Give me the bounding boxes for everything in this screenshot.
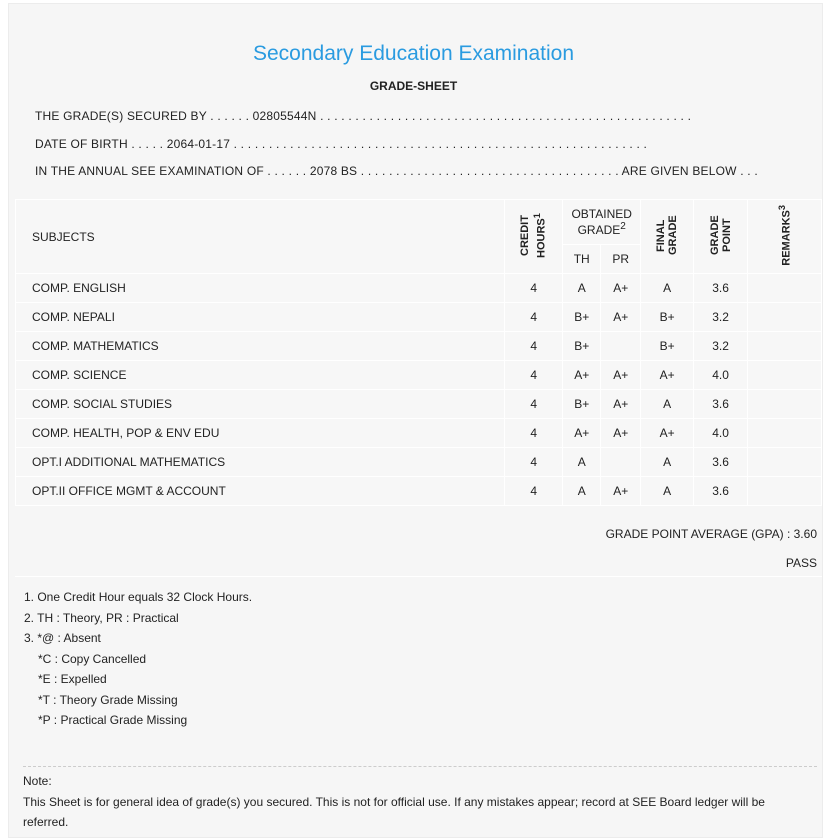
table-row: COMP. MATHEMATICS 4 B+ B+ 3.2 — [14, 331, 822, 361]
cell-pr: A+ — [600, 360, 642, 390]
cell-th: A+ — [562, 360, 602, 390]
gpa-value: GRADE POINT AVERAGE (GPA) : 3.60 — [605, 527, 817, 541]
cell-subject: OPT.II OFFICE MGMT & ACCOUNT — [14, 476, 506, 506]
footnotes: 1. One Credit Hour equals 32 Clock Hours… — [24, 587, 252, 731]
footnote: *E : Expelled — [38, 672, 107, 686]
cell-point: 3.2 — [693, 302, 749, 332]
cell-point: 3.6 — [693, 273, 749, 303]
cell-subject: COMP. HEALTH, POP & ENV EDU — [14, 418, 506, 448]
cell-credit: 4 — [504, 389, 564, 419]
cell-subject: COMP. SCIENCE — [14, 360, 506, 390]
page-title: Secondary Education Examination — [252, 42, 575, 65]
page-subtitle: GRADE-SHEET — [369, 79, 458, 93]
table-row: COMP. NEPALI 4 B+ A+ B+ 3.2 — [14, 302, 822, 332]
cell-credit: 4 — [504, 302, 564, 332]
footnote: *C : Copy Cancelled — [38, 651, 147, 666]
result-status: PASS — [785, 556, 817, 570]
cell-subject: COMP. SOCIAL STUDIES — [14, 389, 506, 419]
footnote: 3. *@ : Absent — [24, 631, 101, 645]
cell-remarks — [747, 360, 822, 390]
table-row: COMP. SOCIAL STUDIES 4 B+ A+ A 3.6 — [14, 389, 822, 419]
cell-pr: A+ — [600, 418, 642, 448]
cell-pr: A+ — [600, 302, 642, 332]
grades-table: SUBJECTS CREDIT HOURS1 OBTAINED GRADE2 F… — [14, 199, 822, 506]
cell-remarks — [747, 418, 822, 448]
exam-line: IN THE ANNUAL SEE EXAMINATION OF . . . .… — [35, 164, 758, 178]
cell-point: 3.6 — [693, 476, 749, 506]
disclaimer: Note: This Sheet is for general idea of … — [23, 771, 813, 833]
cell-subject: COMP. NEPALI — [14, 302, 506, 332]
cell-th: B+ — [562, 389, 602, 419]
cell-remarks — [747, 331, 822, 361]
dob-line: DATE OF BIRTH . . . . . 2064-01-17 . . .… — [35, 137, 648, 151]
table-row: COMP. ENGLISH 4 A A+ A 3.6 — [14, 273, 822, 303]
cell-remarks — [747, 389, 822, 419]
cell-credit: 4 — [504, 360, 564, 390]
footnote: *P : Practical Grade Missing — [38, 713, 188, 727]
cell-final: A — [640, 447, 695, 477]
cell-pr: A+ — [600, 389, 642, 419]
cell-remarks — [747, 302, 822, 332]
cell-th: B+ — [562, 302, 602, 332]
cell-credit: 4 — [504, 331, 564, 361]
table-row: OPT.I ADDITIONAL MATHEMATICS 4 A A 3.6 — [14, 447, 822, 477]
cell-final: A — [640, 389, 695, 419]
cell-th: A+ — [562, 418, 602, 448]
cell-final: A+ — [640, 418, 695, 448]
cell-remarks — [747, 476, 822, 506]
cell-point: 4.0 — [693, 360, 749, 390]
cell-remarks — [747, 273, 822, 303]
cell-final: A — [640, 476, 695, 506]
cell-point: 4.0 — [693, 418, 749, 448]
header-final-grade: FINAL GRADE — [640, 199, 695, 274]
cell-pr: A+ — [600, 273, 642, 303]
cell-final: A — [640, 273, 695, 303]
cell-pr: A+ — [600, 476, 642, 506]
cell-th: A — [562, 476, 602, 506]
note-text: This Sheet is for general idea of grade(… — [23, 794, 765, 830]
header-credit-hours: CREDIT HOURS1 — [504, 199, 564, 274]
cell-subject: COMP. ENGLISH — [14, 273, 506, 303]
footnote: 2. TH : Theory, PR : Practical — [24, 610, 179, 625]
header-grade-point: GRADE POINT — [693, 199, 749, 274]
cell-subject: OPT.I ADDITIONAL MATHEMATICS — [14, 447, 506, 477]
cell-point: 3.6 — [693, 447, 749, 477]
cell-th: A — [562, 447, 602, 477]
header-subjects: SUBJECTS — [14, 199, 506, 274]
table-row: OPT.II OFFICE MGMT & ACCOUNT 4 A A+ A 3.6 — [14, 476, 822, 506]
secured-by-line: THE GRADE(S) SECURED BY . . . . . . 0280… — [35, 109, 692, 123]
cell-subject: COMP. MATHEMATICS — [14, 331, 506, 361]
gpa-section — [15, 505, 822, 577]
cell-pr — [600, 447, 642, 477]
cell-point: 3.2 — [693, 331, 749, 361]
cell-point: 3.6 — [693, 389, 749, 419]
cell-final: B+ — [640, 331, 695, 361]
table-row: COMP. SCIENCE 4 A+ A+ A+ 4.0 — [14, 360, 822, 390]
cell-credit: 4 — [504, 476, 564, 506]
cell-final: A+ — [640, 360, 695, 390]
footnote: *T : Theory Grade Missing — [38, 692, 178, 707]
cell-pr — [600, 331, 642, 361]
divider — [23, 766, 817, 767]
header-remarks: REMARKS3 — [747, 199, 822, 274]
cell-th: B+ — [562, 331, 602, 361]
note-label: Note: — [23, 774, 52, 788]
cell-credit: 4 — [504, 447, 564, 477]
header-pr: PR — [600, 244, 642, 274]
table-row: COMP. HEALTH, POP & ENV EDU 4 A+ A+ A+ 4.0 — [14, 418, 822, 448]
cell-credit: 4 — [504, 418, 564, 448]
footnote: 1. One Credit Hour equals 32 Clock Hours… — [24, 590, 253, 604]
cell-credit: 4 — [504, 273, 564, 303]
cell-final: B+ — [640, 302, 695, 332]
cell-remarks — [747, 447, 822, 477]
header-th: TH — [562, 244, 602, 274]
cell-th: A — [562, 273, 602, 303]
header-obtained-grade: OBTAINED GRADE2 — [562, 199, 642, 245]
